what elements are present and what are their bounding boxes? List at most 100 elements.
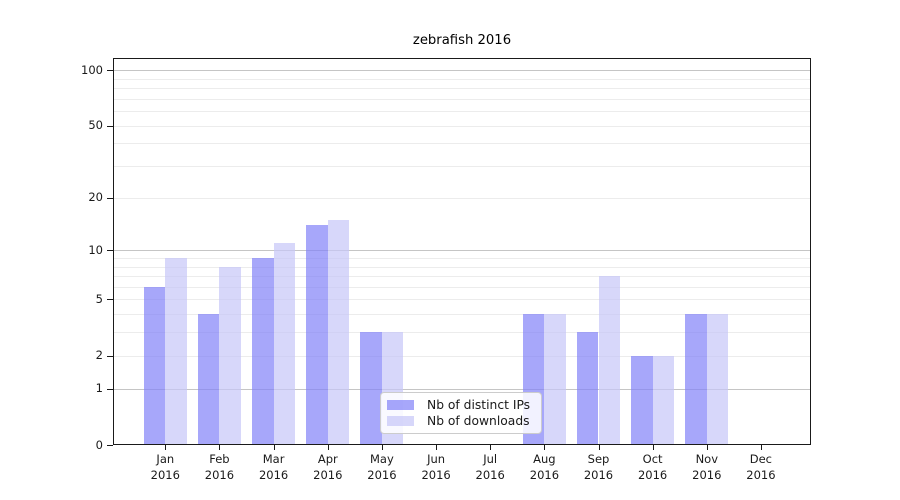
x-tick-label-apr-2016: Apr 2016 — [300, 452, 356, 483]
bar-nb-of-distinct-ips-nov-2016 — [685, 314, 707, 445]
gridline-minor-6 — [113, 286, 811, 288]
x-tick-sep-2016 — [598, 445, 600, 450]
bar-nb-of-distinct-ips-mar-2016 — [252, 257, 274, 445]
x-tick-label-sep-2016: Sep 2016 — [571, 452, 627, 483]
bar-nb-of-downloads-nov-2016 — [706, 314, 729, 445]
gridline-minor-30 — [113, 166, 811, 167]
legend-label-distinct-ips: Nb of distinct IPs — [427, 398, 531, 412]
chart-title: zebrafish 2016 — [412, 33, 512, 48]
x-tick-label-jun-2016: Jun 2016 — [408, 452, 464, 483]
plot-area — [113, 58, 811, 445]
bar-nb-of-downloads-jan-2016 — [165, 257, 187, 445]
x-tick-label-dec-2016: Dec 2016 — [733, 452, 789, 483]
gridline-minor-9 — [113, 257, 811, 259]
x-tick-label-jul-2016: Jul 2016 — [462, 452, 518, 483]
bar-nb-of-downloads-feb-2016 — [219, 266, 241, 445]
x-tick-label-aug-2016: Aug 2016 — [516, 452, 572, 483]
y-tick-5 — [107, 299, 113, 301]
y-tick-2 — [107, 355, 113, 357]
gridline-minor-8 — [113, 266, 811, 268]
gridline-minor-60 — [113, 111, 811, 112]
x-tick-label-year-mar: 2016 — [258, 467, 289, 482]
y-tick-10 — [107, 250, 113, 252]
bar-nb-of-distinct-ips-jan-2016 — [143, 286, 166, 445]
x-tick-label-month-sep: Sep — [587, 452, 610, 466]
x-tick-jul-2016 — [490, 445, 492, 450]
bar-nb-of-distinct-ips-oct-2016 — [631, 355, 653, 445]
x-tick-may-2016 — [381, 445, 383, 450]
x-tick-label-month-nov: Nov — [695, 452, 719, 466]
x-tick-oct-2016 — [652, 445, 654, 450]
legend-label-downloads: Nb of downloads — [427, 414, 530, 428]
x-tick-label-month-aug: Aug — [533, 452, 556, 466]
gridline-minor-3 — [113, 332, 811, 334]
x-tick-label-year-feb: 2016 — [204, 467, 235, 482]
x-tick-label-year-nov: 2016 — [692, 467, 722, 482]
gridline-minor-2 — [113, 355, 811, 357]
x-tick-label-month-jan: Jan — [156, 452, 175, 466]
gridline-minor-40 — [113, 143, 811, 145]
y-tick-1 — [107, 388, 113, 390]
x-tick-feb-2016 — [219, 445, 221, 450]
x-tick-label-nov-2016: Nov 2016 — [679, 452, 735, 483]
y-tick-0 — [107, 445, 113, 446]
legend-swatch-downloads — [387, 415, 414, 427]
x-tick-label-year-jun: 2016 — [421, 467, 451, 482]
x-tick-label-oct-2016: Oct 2016 — [625, 452, 681, 483]
x-tick-aug-2016 — [544, 445, 546, 450]
x-tick-jan-2016 — [165, 445, 167, 450]
x-tick-label-jan-2016: Jan 2016 — [137, 452, 193, 483]
x-tick-label-month-mar: Mar — [262, 452, 285, 466]
y-tick-label-10: 10 — [88, 242, 103, 257]
gridline-minor-50 — [113, 125, 811, 127]
x-tick-label-year-jul: 2016 — [475, 467, 505, 482]
x-tick-label-mar-2016: Mar 2016 — [246, 452, 302, 483]
gridline-major-100 — [113, 70, 811, 71]
x-tick-label-month-feb: Feb — [209, 452, 230, 466]
bar-nb-of-distinct-ips-feb-2016 — [197, 314, 220, 445]
y-tick-label-20: 20 — [88, 190, 103, 205]
x-tick-label-year-dec: 2016 — [746, 467, 776, 482]
x-tick-label-month-may: May — [370, 452, 394, 466]
y-tick-label-50: 50 — [88, 118, 103, 132]
y-tick-100 — [107, 70, 113, 71]
x-tick-label-feb-2016: Feb 2016 — [191, 452, 247, 483]
x-tick-label-month-oct: Oct — [642, 452, 663, 466]
x-tick-dec-2016 — [760, 445, 762, 450]
x-tick-label-month-dec: Dec — [749, 452, 773, 466]
x-tick-label-year-may: 2016 — [367, 467, 397, 482]
x-tick-mar-2016 — [273, 445, 275, 450]
gridline-minor-20 — [113, 197, 811, 199]
gridline-minor-90 — [113, 78, 811, 80]
x-tick-apr-2016 — [327, 445, 329, 450]
gridline-minor-5 — [113, 299, 811, 301]
y-tick-label-0: 0 — [95, 437, 103, 452]
bar-nb-of-downloads-aug-2016 — [544, 314, 566, 445]
x-tick-label-year-jan: 2016 — [150, 467, 180, 482]
y-tick-label-100: 100 — [81, 62, 103, 77]
x-tick-label-month-jul: Jul — [483, 452, 498, 466]
x-tick-label-year-oct: 2016 — [637, 467, 668, 482]
x-tick-label-may-2016: May 2016 — [354, 452, 410, 483]
gridline-minor-7 — [113, 276, 811, 277]
gridline-major-1 — [113, 388, 811, 390]
bar-nb-of-downloads-apr-2016 — [327, 219, 350, 445]
x-tick-label-month-apr: Apr — [317, 452, 338, 466]
y-tick-50 — [107, 125, 113, 127]
legend-entry-distinct-ips: Nb of distinct IPs — [387, 397, 535, 413]
legend-entry-downloads: Nb of downloads — [387, 413, 535, 429]
gridline-minor-80 — [113, 87, 811, 89]
y-tick-label-1: 1 — [95, 381, 103, 396]
gridline-major-10 — [113, 250, 811, 252]
y-tick-20 — [107, 197, 113, 199]
y-tick-label-2: 2 — [95, 348, 103, 363]
bar-nb-of-downloads-oct-2016 — [652, 355, 675, 445]
x-tick-label-year-apr: 2016 — [313, 467, 343, 482]
legend: Nb of distinct IPs Nb of downloads — [380, 392, 542, 434]
bar-nb-of-distinct-ips-sep-2016 — [576, 332, 599, 445]
bar-nb-of-downloads-sep-2016 — [598, 276, 621, 445]
x-tick-label-month-jun: Jun — [427, 452, 446, 466]
gridline-minor-70 — [113, 98, 811, 100]
x-tick-label-year-sep: 2016 — [583, 467, 614, 482]
bar-nb-of-distinct-ips-apr-2016 — [306, 225, 328, 445]
